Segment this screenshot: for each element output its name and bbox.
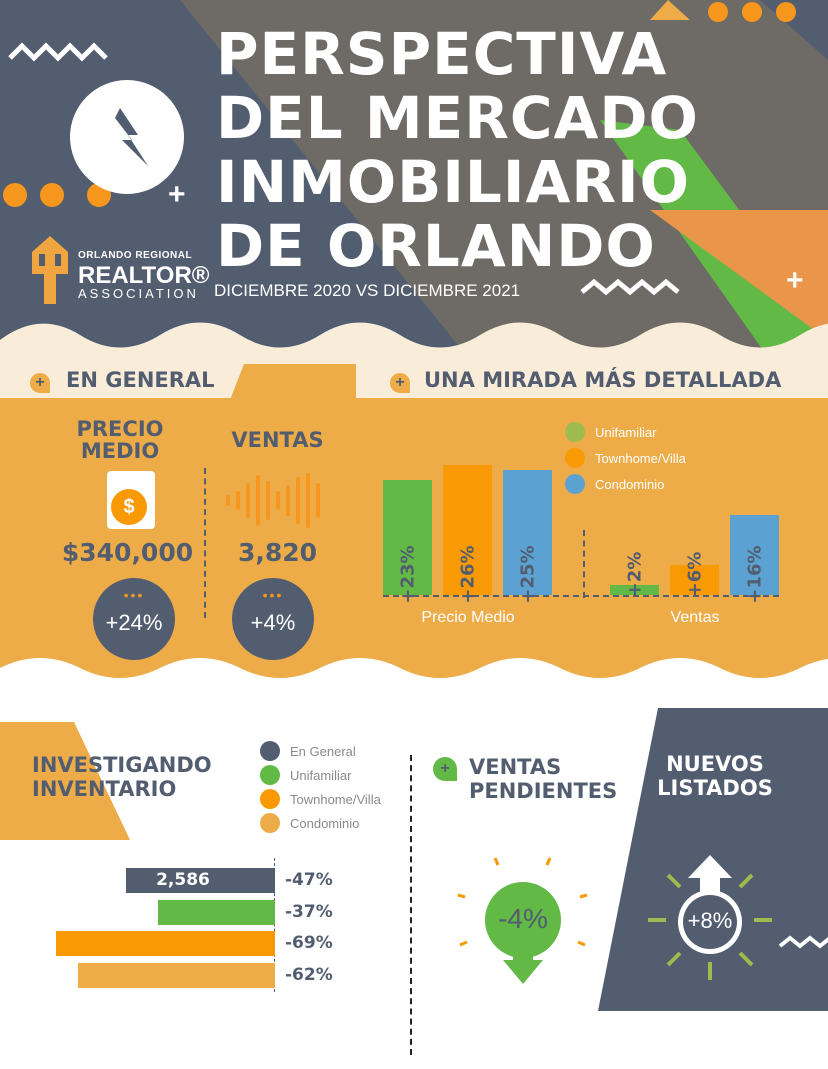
title-line: INVENTARIO — [32, 777, 177, 801]
legend-item: Townhome/Villa — [260, 789, 381, 809]
inventario-title-shape — [0, 722, 130, 840]
section-title-bar: + EN GENERAL + UNA MIRADA MÁS DETALLADA — [0, 360, 828, 400]
bar-value-label: +25% — [517, 545, 538, 604]
bar-townhome-villa: +26% — [443, 465, 492, 604]
legend-label: Townhome/Villa — [595, 450, 686, 466]
inventory-total: 2,586 — [156, 870, 210, 890]
title-line: PERSPECTIVA — [216, 20, 668, 88]
lightning-icon — [70, 80, 184, 194]
down-arrow-icon — [457, 857, 588, 984]
plus-icon: + — [786, 264, 804, 297]
bar-value-label: +6% — [684, 551, 705, 598]
header: + + PERSPECTIVA DEL MERCADO INMOBILIARIO… — [0, 0, 828, 360]
pendientes-change: -4% — [498, 903, 548, 934]
ventas-value: 3,820 — [237, 538, 318, 567]
legend-label: Condominio — [595, 476, 665, 492]
inventario-title: INVESTIGANDO INVENTARIO — [32, 753, 212, 801]
bar-unifamiliar: +2% — [610, 552, 659, 597]
legend-item: Condominio — [565, 474, 686, 494]
precio-medio-value: $340,000 — [61, 538, 194, 567]
inventory-bar: 2,586 — [126, 868, 275, 893]
group-label: Precio Medio — [421, 609, 515, 626]
inventory-bar — [157, 899, 275, 925]
legend-label: Unifamiliar — [290, 767, 352, 783]
divider — [410, 755, 412, 1055]
document-dollar-icon: $ — [107, 471, 155, 529]
bar-value-label: +26% — [457, 545, 478, 604]
legend-label: En General — [290, 743, 356, 759]
precio-change-badge: ••• +24% — [93, 578, 175, 660]
title-line: LISTADOS — [657, 776, 773, 800]
bar-value-label: +23% — [397, 545, 418, 604]
divider — [583, 530, 585, 598]
inventory-change-label: -47% — [285, 870, 333, 890]
legend-item: En General — [260, 741, 381, 761]
legend-item: Unifamiliar — [260, 765, 381, 785]
plus-badge-icon: + — [390, 373, 410, 393]
inventory-change-label: -69% — [285, 933, 333, 953]
bar-value-label: +2% — [624, 551, 645, 598]
axis-line — [274, 858, 275, 992]
nuevos-change: +8% — [687, 908, 733, 933]
sound-wave-icon — [226, 473, 320, 528]
logo-text: REALTOR® — [78, 262, 210, 289]
title-line: DE ORLANDO — [216, 212, 656, 280]
key-house-logo-icon — [32, 236, 68, 304]
inventory-change-label: -37% — [285, 901, 333, 922]
date-range: DICIEMBRE 2020 VS DICIEMBRE 2021 — [214, 281, 521, 300]
overview-section: PRECIO MEDIO $ $340,000 ••• +24% VENTAS 3… — [0, 398, 828, 688]
legend-item: Condominio — [260, 813, 381, 833]
detalle-bar-chart: +23% +26% +25% +2% +6% +16% — [383, 458, 779, 604]
section-title-general: EN GENERAL — [66, 368, 215, 392]
plus-badge-icon: + — [433, 757, 457, 781]
bar-condominio: +25% — [503, 470, 552, 604]
plus-badge-icon: + — [30, 373, 50, 393]
ventas-change-badge: ••• +4% — [232, 578, 314, 660]
legend-item: Townhome/Villa — [565, 448, 686, 468]
logo-text: ORLANDO REGIONAL — [78, 250, 193, 261]
legend-label: Unifamiliar — [595, 424, 657, 440]
bar-condominio: +16% — [730, 515, 779, 604]
title-line: VENTAS — [469, 755, 562, 779]
bar-unifamiliar: +23% — [383, 480, 432, 604]
inventario-bar-chart: 2,586 -47% -37% -69% -62% — [0, 858, 400, 998]
pendientes-title: VENTAS PENDIENTES — [469, 755, 617, 803]
ventas-change: +4% — [250, 610, 296, 635]
title-line: PENDIENTES — [469, 779, 618, 803]
plus-icon: + — [168, 178, 186, 211]
legend-label: Condominio — [290, 815, 360, 831]
divider — [204, 468, 206, 618]
nuevos-title: NUEVOS LISTADOS — [650, 752, 780, 800]
ventas-label: VENTAS — [231, 428, 324, 452]
logo-text: ASSOCIATION — [78, 286, 199, 301]
group-label: Ventas — [670, 609, 720, 626]
title-line: INMOBILIARIO — [216, 148, 690, 216]
bar-townhome-villa: +6% — [670, 552, 719, 597]
title-line: INVESTIGANDO — [32, 753, 212, 777]
detalle-legend: Unifamiliar Townhome/Villa Condominio — [565, 422, 686, 494]
legend-label: Townhome/Villa — [290, 791, 381, 807]
up-arrow-icon — [648, 855, 772, 980]
inventory-bar — [56, 931, 275, 956]
bar-value-label: +16% — [744, 545, 765, 604]
inventario-legend: En General Unifamiliar Townhome/Villa Co… — [260, 741, 381, 833]
page-title: PERSPECTIVA DEL MERCADO INMOBILIARIO DE … — [216, 22, 699, 278]
inventory-bar — [78, 962, 275, 988]
header-background-shapes — [0, 0, 828, 360]
precio-medio-label: PRECIO MEDIO — [76, 417, 164, 463]
title-line: DEL MERCADO — [216, 84, 699, 152]
legend-item: Unifamiliar — [565, 422, 686, 442]
title-line: NUEVOS — [666, 752, 764, 776]
precio-change: +24% — [105, 610, 163, 635]
inventory-change-label: -62% — [285, 964, 333, 985]
section-title-detalle: UNA MIRADA MÁS DETALLADA — [424, 368, 782, 392]
